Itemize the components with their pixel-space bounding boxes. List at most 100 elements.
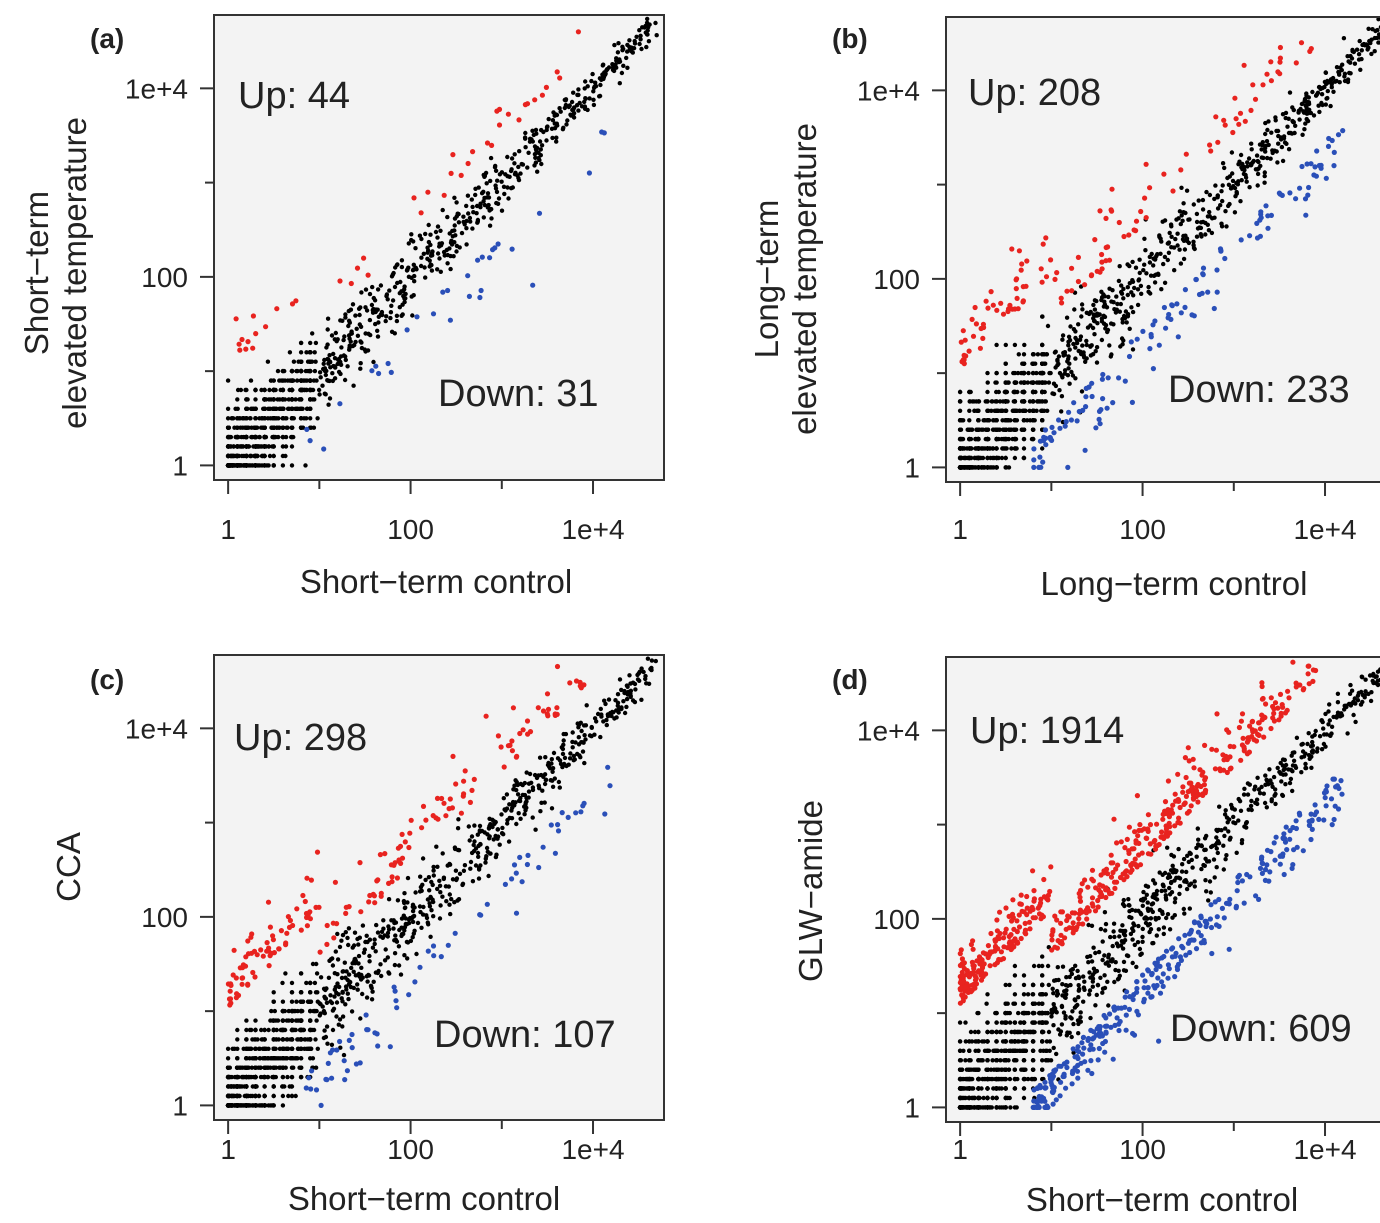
point-up [1092, 237, 1098, 243]
point-down [440, 289, 446, 295]
point-unchanged [462, 863, 468, 868]
point-unchanged [510, 805, 515, 810]
point-unchanged [1046, 380, 1052, 385]
point-unchanged [363, 287, 369, 292]
point-unchanged [1319, 92, 1325, 97]
point-unchanged [624, 704, 629, 710]
point-up [516, 117, 522, 123]
point-unchanged [244, 434, 249, 440]
point-unchanged [391, 926, 396, 931]
point-unchanged [464, 242, 469, 247]
point-unchanged [289, 434, 295, 440]
point-unchanged [253, 1046, 258, 1051]
point-unchanged [313, 340, 319, 346]
point-unchanged [1205, 222, 1210, 227]
point-up [357, 860, 363, 866]
point-down [1031, 446, 1037, 452]
point-unchanged [1342, 71, 1348, 76]
point-up [227, 996, 234, 1002]
point-unchanged [1074, 340, 1080, 346]
point-unchanged [1030, 418, 1036, 423]
point-unchanged [1262, 146, 1268, 151]
point-unchanged [415, 920, 421, 926]
point-unchanged [454, 249, 459, 254]
point-unchanged [226, 1103, 231, 1108]
point-up [1018, 267, 1024, 273]
point-unchanged [1073, 329, 1078, 334]
point-unchanged [1088, 353, 1094, 358]
point-unchanged [1120, 923, 1125, 928]
point-down [1128, 339, 1134, 345]
point-up [554, 69, 560, 75]
point-unchanged [370, 989, 375, 994]
point-unchanged [1012, 399, 1017, 404]
point-unchanged [1040, 418, 1045, 423]
point-up [972, 304, 978, 311]
point-unchanged [431, 873, 436, 878]
point-unchanged [1156, 927, 1161, 932]
point-unchanged [311, 1008, 316, 1014]
point-unchanged [271, 990, 276, 995]
point-unchanged [280, 1037, 286, 1042]
point-down [1063, 419, 1069, 425]
point-unchanged [447, 902, 452, 907]
point-unchanged [1031, 352, 1036, 357]
point-unchanged [259, 1027, 264, 1033]
point-unchanged [488, 178, 493, 184]
point-unchanged [339, 938, 344, 943]
point-unchanged [408, 938, 414, 944]
point-up [307, 909, 313, 915]
point-unchanged [457, 871, 463, 876]
point-unchanged [554, 135, 559, 140]
point-unchanged [561, 762, 567, 768]
point-up [332, 879, 338, 885]
point-unchanged [477, 828, 482, 833]
point-up [304, 875, 310, 881]
point-unchanged [353, 973, 358, 978]
point-unchanged [544, 138, 549, 143]
point-unchanged [340, 318, 345, 323]
point-unchanged [619, 70, 625, 76]
point-down [1097, 421, 1103, 427]
point-unchanged [1046, 1029, 1052, 1035]
point-unchanged [1141, 268, 1146, 273]
point-up [1233, 116, 1239, 122]
point-unchanged [283, 434, 289, 440]
point-down [1166, 311, 1172, 318]
point-unchanged [1360, 42, 1365, 48]
point-unchanged [231, 453, 236, 459]
point-up [1208, 148, 1214, 154]
point-unchanged [523, 130, 528, 136]
point-down [1305, 192, 1311, 198]
point-unchanged [1146, 289, 1151, 294]
point-unchanged [1187, 217, 1192, 222]
point-unchanged [568, 112, 573, 117]
point-unchanged [435, 224, 441, 229]
point-down [495, 241, 501, 247]
point-unchanged [294, 999, 299, 1004]
point-unchanged [1311, 113, 1317, 118]
point-unchanged [976, 455, 981, 461]
point-unchanged [967, 455, 972, 461]
point-down [1175, 334, 1181, 340]
point-unchanged [539, 143, 545, 148]
point-unchanged [248, 453, 253, 459]
point-unchanged [340, 969, 345, 974]
point-unchanged [1016, 352, 1021, 357]
point-unchanged [1262, 180, 1267, 185]
point-up [465, 160, 471, 167]
point-unchanged [624, 696, 630, 702]
point-unchanged [244, 444, 249, 449]
point-unchanged [617, 81, 622, 86]
point-up [1069, 265, 1075, 271]
point-up [271, 950, 277, 956]
point-up [1252, 96, 1259, 102]
point-unchanged [1263, 120, 1268, 126]
point-unchanged [568, 751, 573, 756]
point-down [565, 814, 571, 820]
point-unchanged [505, 817, 510, 823]
point-unchanged [474, 211, 479, 216]
point-unchanged [271, 387, 276, 393]
point-up [267, 924, 273, 930]
point-unchanged [373, 949, 378, 954]
